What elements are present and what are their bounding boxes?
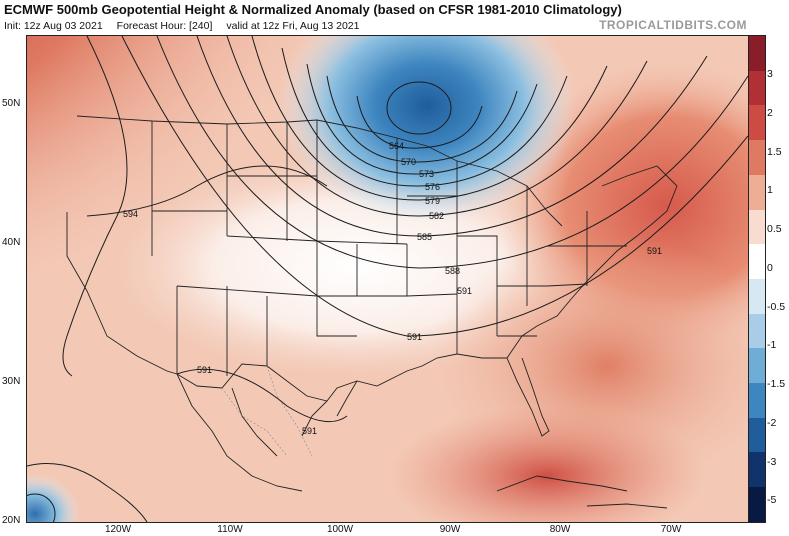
mexico-coast <box>176 373 303 492</box>
contour-594-west <box>62 36 128 377</box>
contour-570 <box>326 75 518 163</box>
lon-label-120w: 120W <box>104 524 132 535</box>
contour-591-south <box>176 368 348 423</box>
colorbar-label: -5 <box>767 494 777 506</box>
contour-label: 579 <box>425 196 440 206</box>
lon-label-80w: 80W <box>549 524 571 535</box>
contour-579 <box>251 36 608 201</box>
init-time: Init: 12z Aug 03 2021 <box>4 20 103 32</box>
contour-label: 591 <box>457 286 472 296</box>
lon-label-70w: 70W <box>660 524 682 535</box>
colorbar-label: -3 <box>767 456 777 468</box>
colorbar-segment <box>749 452 765 488</box>
lat-label-20n: 20N <box>2 515 21 526</box>
colorbar-label: -0.5 <box>767 301 786 313</box>
contour-label: 591 <box>647 246 662 256</box>
lon-label-110w: 110W <box>217 524 243 535</box>
colorbar-segment <box>749 278 765 314</box>
lon-label-100w: 100W <box>326 524 354 535</box>
colorbar-label: 2 <box>767 107 773 119</box>
contour-label: 591 <box>302 426 317 436</box>
cold-anomaly-southwest <box>27 474 80 522</box>
contour-southwest <box>27 463 148 522</box>
contour-573 <box>306 63 538 175</box>
warm-anomaly-caribbean <box>387 406 707 522</box>
colorbar-segment <box>749 140 765 175</box>
colorbar-segment <box>749 105 765 141</box>
contour-labels: 564 570 573 576 579 582 585 588 591 594 … <box>123 141 662 436</box>
map-title: ECMWF 500mb Geopotential Height & Normal… <box>4 2 622 17</box>
colorbar-segment <box>749 70 765 106</box>
colorbar-segment <box>749 417 765 453</box>
anomaly-map: 564 570 573 576 579 582 585 588 591 594 … <box>27 36 748 522</box>
colorbar-label: 1.5 <box>767 146 782 158</box>
height-contours <box>27 36 748 522</box>
colorbar-label: 0.5 <box>767 223 782 235</box>
contour-label: 564 <box>389 141 404 151</box>
colorbar-label: -2 <box>767 417 777 429</box>
map-panel: 564 570 573 576 579 582 585 588 591 594 … <box>26 35 749 523</box>
colorbar-label: -1.5 <box>767 378 786 390</box>
anomaly-colorbar <box>748 35 766 523</box>
contour-588 <box>156 36 748 269</box>
lat-label-40n: 40N <box>2 237 21 248</box>
contour-564 <box>356 95 483 149</box>
colorbar-segment <box>749 313 765 349</box>
contour-label: 588 <box>445 266 460 276</box>
colorbar-segment <box>749 36 765 71</box>
contour-label: 582 <box>429 211 444 221</box>
caribbean-islands <box>496 475 668 509</box>
contour-576 <box>281 47 568 187</box>
contour-label: 591 <box>407 332 422 342</box>
colorbar-segment <box>749 209 765 245</box>
map-subtitle: Init: 12z Aug 03 2021 Forecast Hour: [240… <box>4 20 359 32</box>
contour-585 <box>196 36 708 237</box>
contour-southwest-low <box>27 493 56 522</box>
contour-label: 573 <box>419 169 434 179</box>
colorbar-segment <box>749 348 765 384</box>
colorbar-segment <box>749 174 765 210</box>
contour-label: 570 <box>401 157 416 167</box>
contour-label: 585 <box>417 232 432 242</box>
colorbar-label: 3 <box>767 68 773 80</box>
new-england-coast <box>601 165 678 225</box>
forecast-hour: Forecast Hour: [240] <box>116 20 213 32</box>
colorbar-label: -1 <box>767 339 777 351</box>
lon-label-90w: 90W <box>439 524 461 535</box>
contour-594 <box>86 165 328 217</box>
cold-anomaly-low <box>277 36 577 226</box>
colorbar-segment <box>749 383 765 418</box>
colorbar-label: 0 <box>767 262 773 274</box>
contour-label: 591 <box>197 365 212 375</box>
florida-peninsula <box>506 357 550 437</box>
gulf-coast-detail <box>301 380 358 437</box>
lat-label-50n: 50N <box>2 98 21 109</box>
colorbar-segment <box>749 487 765 522</box>
contour-582 <box>226 36 648 217</box>
contour-label: 594 <box>123 209 138 219</box>
mexico-state-lines <box>221 365 313 457</box>
contour-label: 576 <box>425 182 440 192</box>
coastline-us <box>66 212 653 402</box>
boundaries <box>66 115 678 509</box>
brand-watermark: TROPICALTIDBITS.COM <box>599 18 747 32</box>
colorbar-label: 1 <box>767 184 773 196</box>
colorbar-segment <box>749 244 765 279</box>
lat-label-30n: 30N <box>2 376 21 387</box>
valid-time: valid at 12z Fri, Aug 13 2021 <box>226 20 360 32</box>
contour-inner-low <box>386 81 452 135</box>
